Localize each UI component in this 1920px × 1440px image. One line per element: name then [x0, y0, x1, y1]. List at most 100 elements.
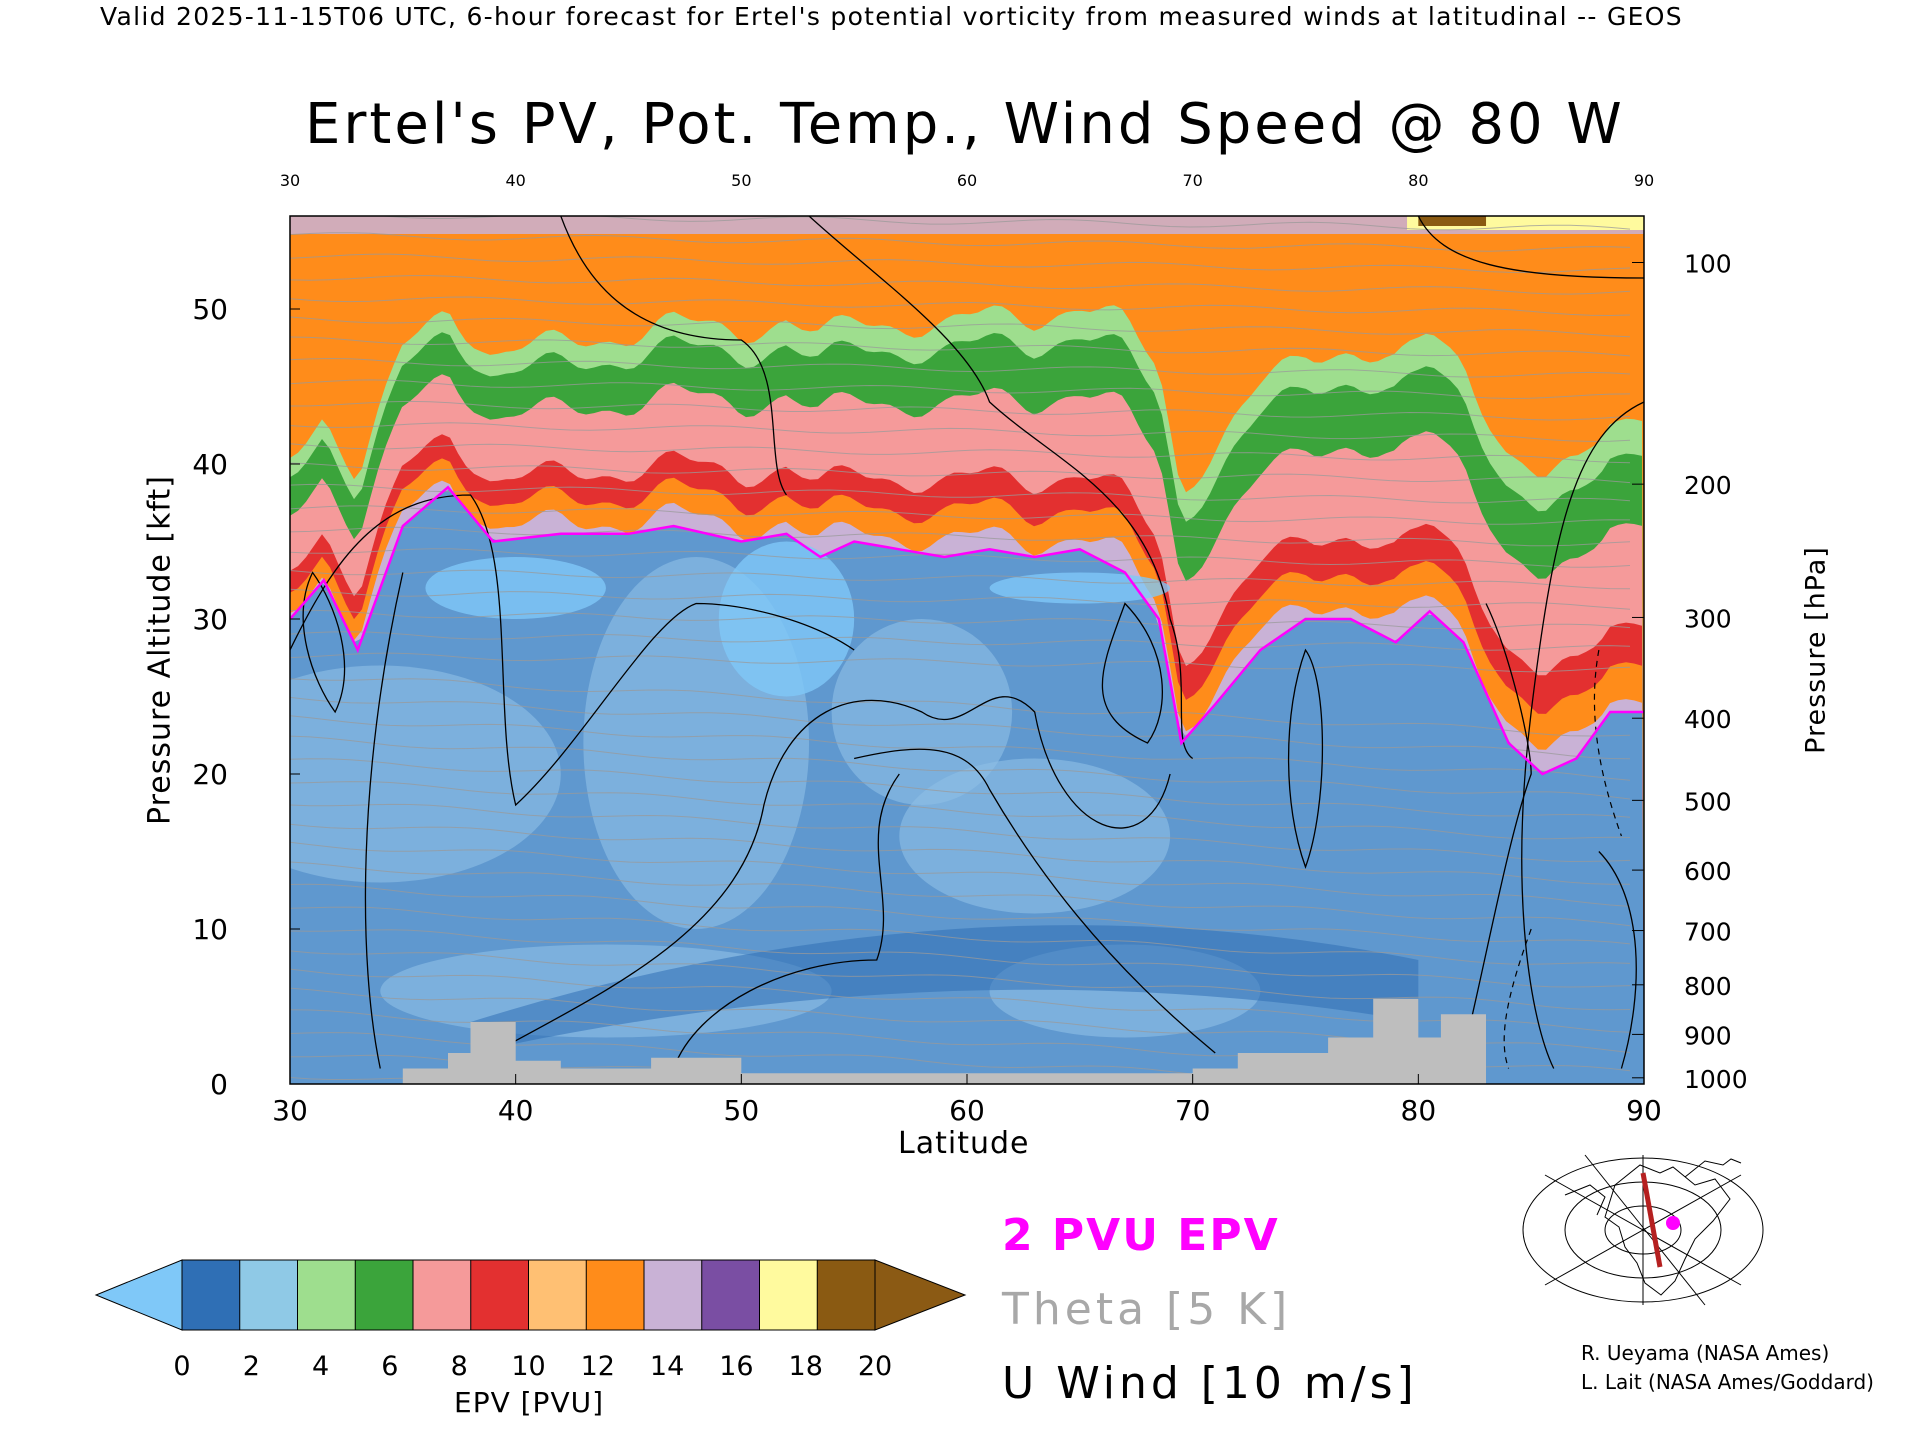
credit-line-1: R. Ueyama (NASA Ames): [1581, 1341, 1830, 1365]
theta-contour: [290, 462, 1631, 484]
theta-contour: [290, 275, 1631, 295]
theta-contour: [290, 803, 1631, 863]
theta-contour: [290, 609, 1631, 630]
theta-contour: [290, 678, 1631, 737]
colorbar-over: [874, 1259, 967, 1331]
wind-contour: [1101, 602, 1163, 744]
x-axis-label: Latitude: [898, 1126, 1030, 1161]
x-tick-label-top: 70: [1182, 171, 1202, 190]
y-tick-label-left: 0: [210, 1068, 228, 1101]
wind-contour: [808, 216, 1194, 760]
wind-contour: [1417, 216, 1644, 279]
y-tick-label-left: 30: [192, 603, 228, 636]
colorbar-segment: [413, 1260, 472, 1330]
valid-time-header: Valid 2025-11-15T06 UTC, 6-hour forecast…: [100, 2, 1683, 31]
theta-contour: [290, 883, 1631, 945]
theta-contour: [290, 400, 1631, 421]
theta-contour: [290, 588, 1631, 610]
theta-contour: [290, 569, 1631, 590]
y-tick-label-right: 300: [1684, 604, 1732, 633]
theta-contour: [290, 232, 1631, 252]
wind-contour: [1598, 851, 1637, 1069]
theta-contour: [290, 696, 1631, 760]
y-tick-label-right: 100: [1684, 250, 1732, 279]
y-tick-label-right: 500: [1684, 787, 1732, 816]
axes: 3030404050506060707080809090010203040501…: [192, 171, 1747, 1127]
legend-pv2: 2 PVU EPV: [1002, 1210, 1280, 1261]
y-axis-label-right: Pressure [hPa]: [1800, 546, 1832, 754]
theta-contour: [290, 631, 1631, 651]
pv-field: [290, 216, 1644, 1084]
pv-band-top-brown: [1418, 216, 1487, 226]
theta-contour: [290, 296, 1631, 317]
wind-contour: [854, 748, 1216, 1054]
x-tick-label: 50: [724, 1094, 760, 1127]
colorbar-under: [94, 1259, 183, 1331]
pv2-tropopause-line: [290, 485, 1644, 776]
colorbar-segment: [182, 1260, 241, 1330]
x-tick-label: 80: [1401, 1094, 1437, 1127]
y-tick-label-right: 200: [1684, 471, 1732, 500]
credit-line-2: L. Lait (NASA Ames/Goddard): [1581, 1370, 1874, 1394]
theta-contour: [290, 652, 1631, 673]
wind-contour: [302, 571, 346, 714]
x-tick-label-top: 40: [505, 171, 525, 190]
pv-low-patch: [899, 758, 1171, 914]
theta-contour: [290, 505, 1631, 525]
colorbar-tick-label: 12: [581, 1351, 615, 1382]
theta-contour: [290, 526, 1631, 547]
theta-contour: [290, 841, 1631, 907]
wind-contour: [1521, 401, 1644, 1069]
theta-contour: [290, 715, 1631, 781]
theta-contour: [290, 422, 1631, 442]
colorbar-tick-label: 8: [451, 1351, 468, 1382]
theta-contour: [378, 216, 1631, 231]
theta-contour: [290, 823, 1630, 885]
colorbar-segment: [239, 1260, 298, 1330]
x-tick-label-top: 30: [280, 171, 300, 190]
colorbar-segment: [528, 1260, 587, 1330]
theta-contour: [290, 379, 1631, 400]
y-tick-label-right: 800: [1684, 972, 1732, 1001]
legend-uwind: U Wind [10 m/s]: [1002, 1358, 1418, 1409]
x-tick-label-top: 90: [1634, 171, 1654, 190]
y-tick-label-right: 600: [1684, 857, 1732, 886]
x-tick-label-top: 80: [1408, 171, 1428, 190]
theta-contour: [290, 758, 1631, 818]
y-tick-label-left: 50: [192, 293, 228, 326]
colorbar-tick-label: 14: [650, 1351, 684, 1382]
y-tick-label-right: 900: [1684, 1021, 1732, 1050]
y-tick-label-right: 700: [1684, 918, 1732, 947]
x-tick-label: 30: [272, 1094, 308, 1127]
x-tick-label: 90: [1626, 1094, 1662, 1127]
wind-contour-negative: [1593, 649, 1622, 837]
colorbar-segment: [817, 1260, 876, 1330]
chart-title: Ertel's PV, Pot. Temp., Wind Speed @ 80 …: [305, 92, 1625, 157]
y-axis-label-left: Pressure Altitude [kft]: [142, 475, 178, 825]
pv-neg-patch: [989, 572, 1171, 604]
x-tick-label: 40: [498, 1094, 534, 1127]
colorbar-tick-label: 18: [789, 1351, 823, 1382]
theta-contour: [290, 929, 1631, 988]
wind-contour: [1462, 603, 1532, 1054]
wind-contour: [673, 773, 900, 1069]
x-tick-label-top: 60: [957, 171, 977, 190]
wind-contour: [560, 216, 787, 496]
colorbar-tick-label: 10: [511, 1351, 545, 1382]
colorbar-segment: [297, 1260, 356, 1330]
colorbar-tick-label: 4: [312, 1351, 329, 1382]
wind-contour: [492, 696, 1171, 1054]
colorbar-tick-label: 20: [858, 1351, 892, 1382]
theta-contour: [290, 443, 1631, 464]
colorbar-tick-label: 0: [173, 1351, 190, 1382]
colorbar-segment: [586, 1260, 645, 1330]
y-tick-label-left: 10: [192, 913, 228, 946]
colorbar-segment: [355, 1260, 414, 1330]
legend-theta: Theta [5 K]: [1002, 1284, 1292, 1335]
theta-contour: [290, 735, 1631, 800]
theta-contour: [290, 253, 1631, 274]
x-tick-label-top: 50: [731, 171, 751, 190]
wind-contour: [290, 494, 855, 807]
y-tick-label-right: 1000: [1684, 1065, 1748, 1094]
